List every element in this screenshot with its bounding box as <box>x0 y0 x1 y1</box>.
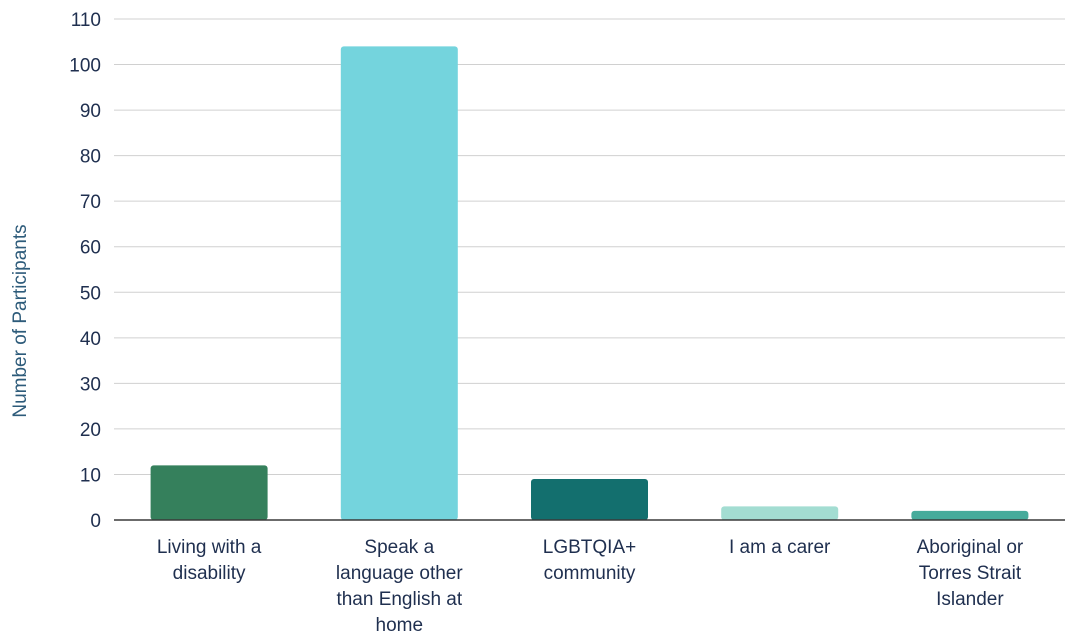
x-category-label-line: community <box>544 563 636 584</box>
y-axis-title: Number of Participants <box>10 224 31 417</box>
y-tick-label: 30 <box>80 374 101 395</box>
x-category-label: Aboriginal or Torres Strait Islander <box>917 537 1024 610</box>
y-tick-label: 70 <box>80 192 101 213</box>
bar <box>721 506 839 520</box>
y-tick-label: 0 <box>90 511 101 532</box>
bar <box>150 465 268 520</box>
x-category-label: Living with a disability <box>157 537 262 584</box>
y-tick-label: 80 <box>80 147 101 168</box>
x-category-label-line: LGBTQIA+ <box>543 537 636 558</box>
y-tick-label: 100 <box>69 56 101 77</box>
axes: 0 10 20 30 40 50 60 70 80 90 100 110 Living with a di… <box>69 10 1065 636</box>
gridlines <box>114 18 1065 475</box>
x-category-label-line: home <box>376 615 424 634</box>
y-tick-label: 110 <box>71 10 101 31</box>
y-tick-label: 60 <box>80 238 101 259</box>
bars <box>150 46 1029 521</box>
bar <box>911 510 1029 520</box>
x-category-label: Speak a language other than English at home <box>336 537 463 634</box>
y-tick-label: 10 <box>80 465 101 486</box>
x-category-label-line: Torres Strait <box>919 563 1022 584</box>
x-category-label-line: than English at <box>336 589 462 610</box>
x-category-label-line: I am a carer <box>729 537 831 558</box>
y-tick-label: 40 <box>80 329 101 350</box>
x-category-label: I am a carer <box>729 537 831 558</box>
y-tick-label: 90 <box>80 101 101 122</box>
x-category-label-line: disability <box>173 563 246 584</box>
x-category-label-line: Aboriginal or <box>917 537 1024 558</box>
y-tick-label: 20 <box>80 420 101 441</box>
x-category-label-line: Islander <box>936 589 1004 610</box>
bar <box>531 479 648 520</box>
x-category-label: LGBTQIA+ community <box>543 537 636 584</box>
bar <box>340 46 458 521</box>
x-category-label-line: Speak a <box>364 537 434 558</box>
x-category-label-line: language other <box>336 563 463 584</box>
y-tick-label: 50 <box>80 283 101 304</box>
x-category-label-line: Living with a <box>157 537 262 558</box>
